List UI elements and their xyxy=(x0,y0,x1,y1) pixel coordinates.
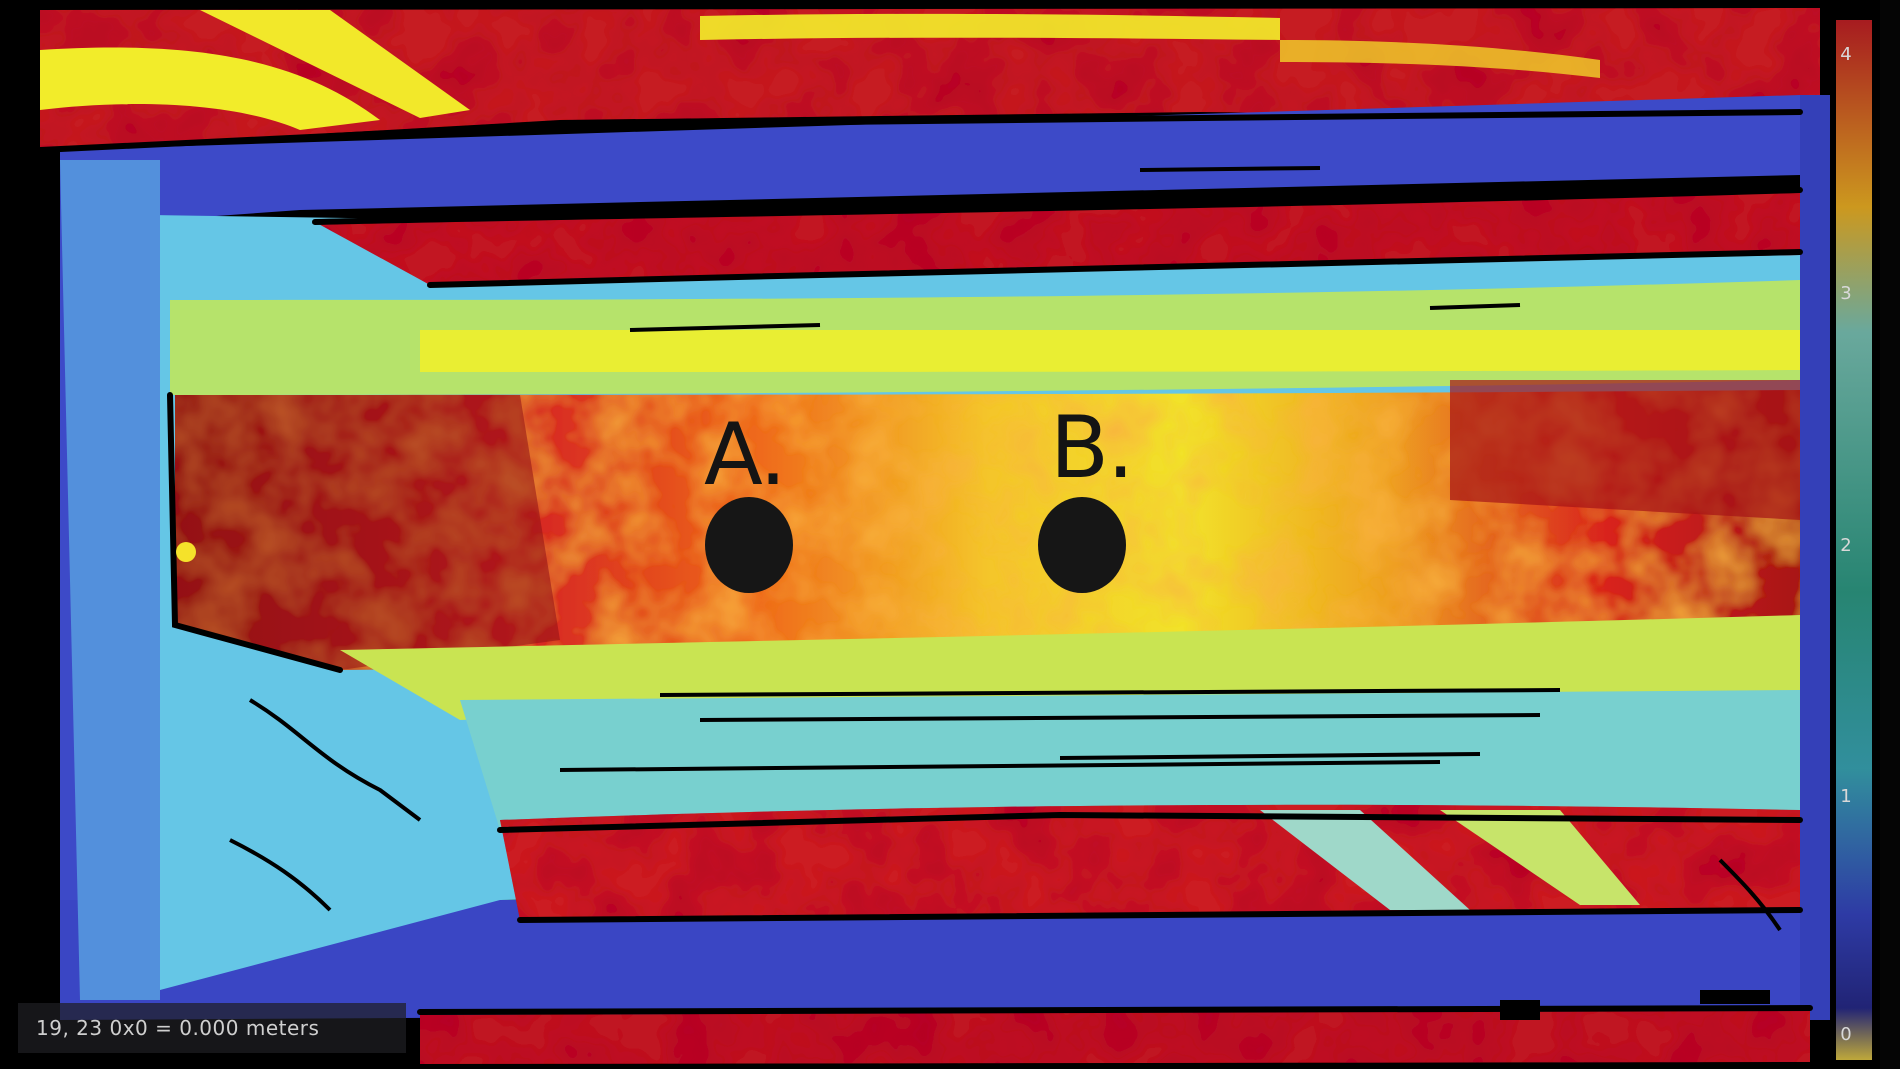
scale-tick-2: 2 xyxy=(1840,535,1852,556)
marker-a-dot[interactable] xyxy=(705,497,793,593)
right-frame xyxy=(1880,0,1900,1069)
measurement-readout: 19, 23 0x0 = 0.000 meters xyxy=(18,1003,406,1053)
scale-tick-0: 0 xyxy=(1840,1024,1852,1045)
scale-tick-4: 4 xyxy=(1840,44,1852,65)
scale-tick-3: 3 xyxy=(1840,283,1852,304)
marker-b-label: B. xyxy=(1050,398,1134,498)
marker-b-dot[interactable] xyxy=(1038,497,1126,593)
depth-scale-bar xyxy=(1836,20,1872,1060)
marker-a-label: A. xyxy=(704,405,787,505)
scale-tick-1: 1 xyxy=(1840,786,1852,807)
